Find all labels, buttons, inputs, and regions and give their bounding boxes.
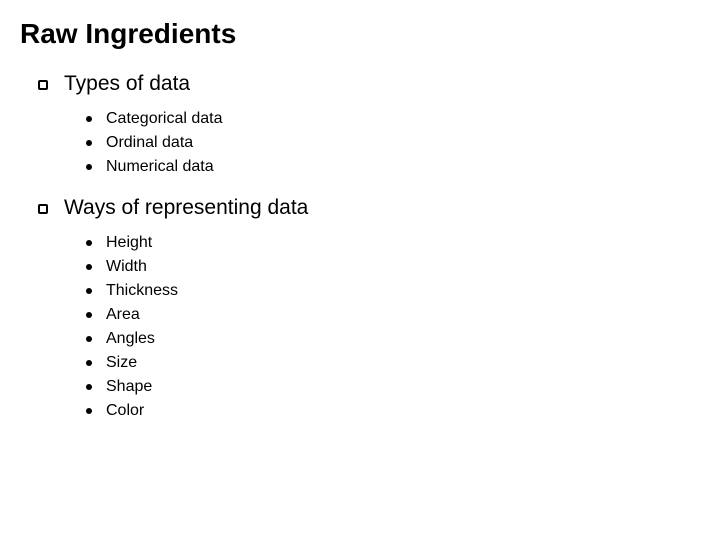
section-header: Ways of representing data <box>20 196 700 220</box>
list-item-label: Width <box>106 258 147 276</box>
list-item: Width <box>86 258 700 276</box>
list-item: Thickness <box>86 282 700 300</box>
list-item-label: Angles <box>106 330 155 348</box>
list-item-label: Ordinal data <box>106 134 193 152</box>
solid-circle-bullet-icon <box>86 116 92 122</box>
list-item: Angles <box>86 330 700 348</box>
solid-circle-bullet-icon <box>86 288 92 294</box>
hollow-square-bullet-icon <box>38 204 48 214</box>
list-item: Size <box>86 354 700 372</box>
solid-circle-bullet-icon <box>86 360 92 366</box>
section-ways-of-representing-data: Ways of representing data Height Width T… <box>20 196 700 420</box>
list-item-label: Color <box>106 402 144 420</box>
page-title: Raw Ingredients <box>20 18 700 50</box>
solid-circle-bullet-icon <box>86 164 92 170</box>
list-item-label: Categorical data <box>106 110 223 128</box>
solid-circle-bullet-icon <box>86 336 92 342</box>
solid-circle-bullet-icon <box>86 140 92 146</box>
list-item: Ordinal data <box>86 134 700 152</box>
section-heading: Types of data <box>64 72 190 96</box>
list-item: Numerical data <box>86 158 700 176</box>
list-item-label: Height <box>106 234 152 252</box>
sub-list: Categorical data Ordinal data Numerical … <box>20 110 700 176</box>
solid-circle-bullet-icon <box>86 312 92 318</box>
hollow-square-bullet-icon <box>38 80 48 90</box>
solid-circle-bullet-icon <box>86 408 92 414</box>
list-item: Color <box>86 402 700 420</box>
solid-circle-bullet-icon <box>86 264 92 270</box>
list-item: Area <box>86 306 700 324</box>
section-header: Types of data <box>20 72 700 96</box>
solid-circle-bullet-icon <box>86 384 92 390</box>
list-item-label: Shape <box>106 378 152 396</box>
list-item-label: Numerical data <box>106 158 214 176</box>
section-types-of-data: Types of data Categorical data Ordinal d… <box>20 72 700 176</box>
list-item: Shape <box>86 378 700 396</box>
list-item-label: Area <box>106 306 140 324</box>
solid-circle-bullet-icon <box>86 240 92 246</box>
list-item-label: Thickness <box>106 282 178 300</box>
list-item-label: Size <box>106 354 137 372</box>
section-heading: Ways of representing data <box>64 196 308 220</box>
list-item: Categorical data <box>86 110 700 128</box>
list-item: Height <box>86 234 700 252</box>
sub-list: Height Width Thickness Area Angles Size … <box>20 234 700 420</box>
